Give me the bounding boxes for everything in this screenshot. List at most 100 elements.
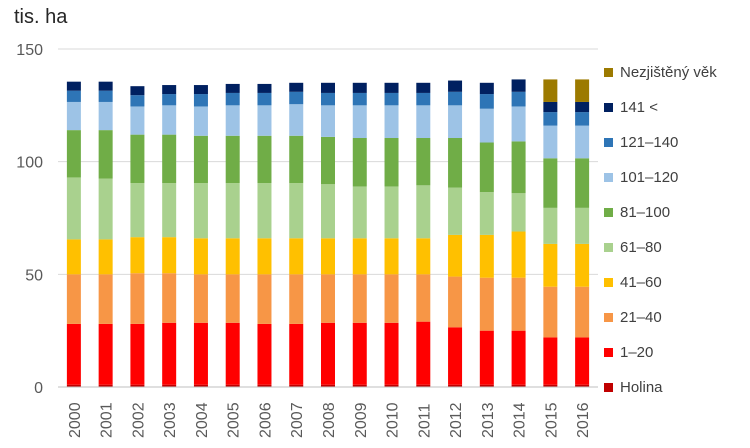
bar-segment	[130, 183, 145, 238]
legend-swatch	[604, 278, 613, 287]
legend-label: 121–140	[620, 134, 679, 151]
bar-segment	[479, 94, 494, 109]
bar-segment	[511, 141, 526, 194]
bar-segment	[193, 274, 208, 323]
bar-segment	[384, 384, 399, 387]
bar-segment	[479, 277, 494, 331]
bar-segment	[543, 286, 558, 338]
bar-segment	[511, 193, 526, 232]
legend-item: 101–120	[604, 160, 717, 195]
bar-segment	[98, 323, 113, 385]
bar-segment	[225, 105, 240, 136]
bar-segment	[416, 92, 431, 106]
bar-segment	[193, 322, 208, 385]
bar-segment	[289, 135, 304, 184]
bar-segment	[193, 135, 208, 184]
bar-segment	[225, 384, 240, 387]
bar-segment	[575, 384, 590, 387]
bar-segment	[543, 243, 558, 287]
x-tick-label: 2004	[194, 402, 211, 438]
bar-segment	[479, 192, 494, 235]
bar-segment	[321, 136, 335, 185]
bar-segment	[384, 238, 399, 275]
bar-segment	[193, 384, 208, 387]
bar-segment	[289, 238, 304, 275]
bar-segment	[352, 322, 367, 385]
bar-segment	[225, 135, 240, 184]
bar-segment	[448, 91, 463, 106]
x-tick-label: 2003	[162, 402, 179, 438]
legend-label: 41–60	[620, 274, 662, 291]
bar-segment	[98, 239, 113, 275]
bar-segment	[575, 112, 590, 126]
bar-segment	[448, 138, 463, 188]
x-tick-label: 2002	[130, 402, 147, 438]
bar-segment	[66, 81, 81, 91]
bar-segment	[130, 237, 145, 274]
x-tick-label: 2012	[448, 402, 465, 438]
y-tick-label: 50	[25, 267, 43, 284]
x-tick-label: 2011	[416, 403, 433, 438]
bar-segment	[448, 105, 463, 139]
bar-segment	[575, 125, 590, 159]
bar-segment	[130, 273, 145, 324]
bar-segment	[162, 85, 177, 95]
bar-segment	[257, 274, 272, 324]
x-tick-label: 2014	[512, 402, 529, 438]
bar-segment	[352, 82, 367, 93]
legend-label: 101–120	[620, 169, 679, 186]
bar-segment	[321, 274, 335, 323]
bar-segment	[575, 79, 590, 102]
bar-segment	[66, 323, 81, 385]
legend-label: Nezjištěný věk	[620, 64, 717, 81]
bar-segment	[162, 183, 177, 238]
bar-segment	[416, 274, 431, 322]
bar-segment	[257, 384, 272, 387]
bar-segment	[289, 82, 304, 92]
bar-segment	[384, 186, 399, 239]
bar-segment	[511, 330, 526, 385]
x-tick-label: 2008	[321, 402, 338, 438]
bar-segment	[130, 134, 145, 184]
bar-segment	[130, 323, 145, 385]
bar-segment	[98, 81, 113, 91]
bar-segment	[352, 92, 367, 106]
bar-segment	[575, 243, 590, 287]
legend-label: 141 <	[620, 99, 658, 116]
x-tick-label: 2016	[575, 402, 592, 438]
bar-segment	[225, 183, 240, 239]
bar-segment	[448, 384, 463, 387]
legend-label: 81–100	[620, 204, 671, 221]
legend-item: 141 <	[604, 90, 717, 125]
bar-segment	[543, 125, 558, 159]
bar-segment	[321, 105, 335, 137]
legend-item: 21–40	[604, 300, 717, 335]
legend-swatch	[604, 208, 613, 217]
bar-segment	[162, 134, 177, 184]
bar-segment	[289, 104, 304, 136]
y-axis-unit-label: tis. ha	[14, 6, 68, 28]
bar-segment	[479, 142, 494, 193]
bar-segment	[511, 231, 526, 278]
bar-segment	[416, 105, 431, 139]
bar-segment	[66, 239, 81, 275]
bar-segment	[321, 92, 335, 106]
bar-segment	[416, 384, 431, 387]
legend-label: 21–40	[620, 309, 662, 326]
bar-segment	[66, 130, 81, 178]
bar-segment	[384, 82, 399, 93]
bar-segment	[162, 94, 177, 106]
bar-segment	[193, 106, 208, 136]
bar-segment	[289, 323, 304, 385]
bar-segment	[352, 105, 367, 139]
bar-segment	[257, 83, 272, 93]
legend-item: 61–80	[604, 230, 717, 265]
bar-segment	[225, 92, 240, 106]
bar-segment	[98, 274, 113, 324]
bar-segment	[416, 138, 431, 186]
bar-segment	[511, 277, 526, 331]
bar-segment	[511, 79, 526, 92]
legend-item: Nezjištěný věk	[604, 55, 717, 90]
legend-swatch	[604, 138, 613, 147]
